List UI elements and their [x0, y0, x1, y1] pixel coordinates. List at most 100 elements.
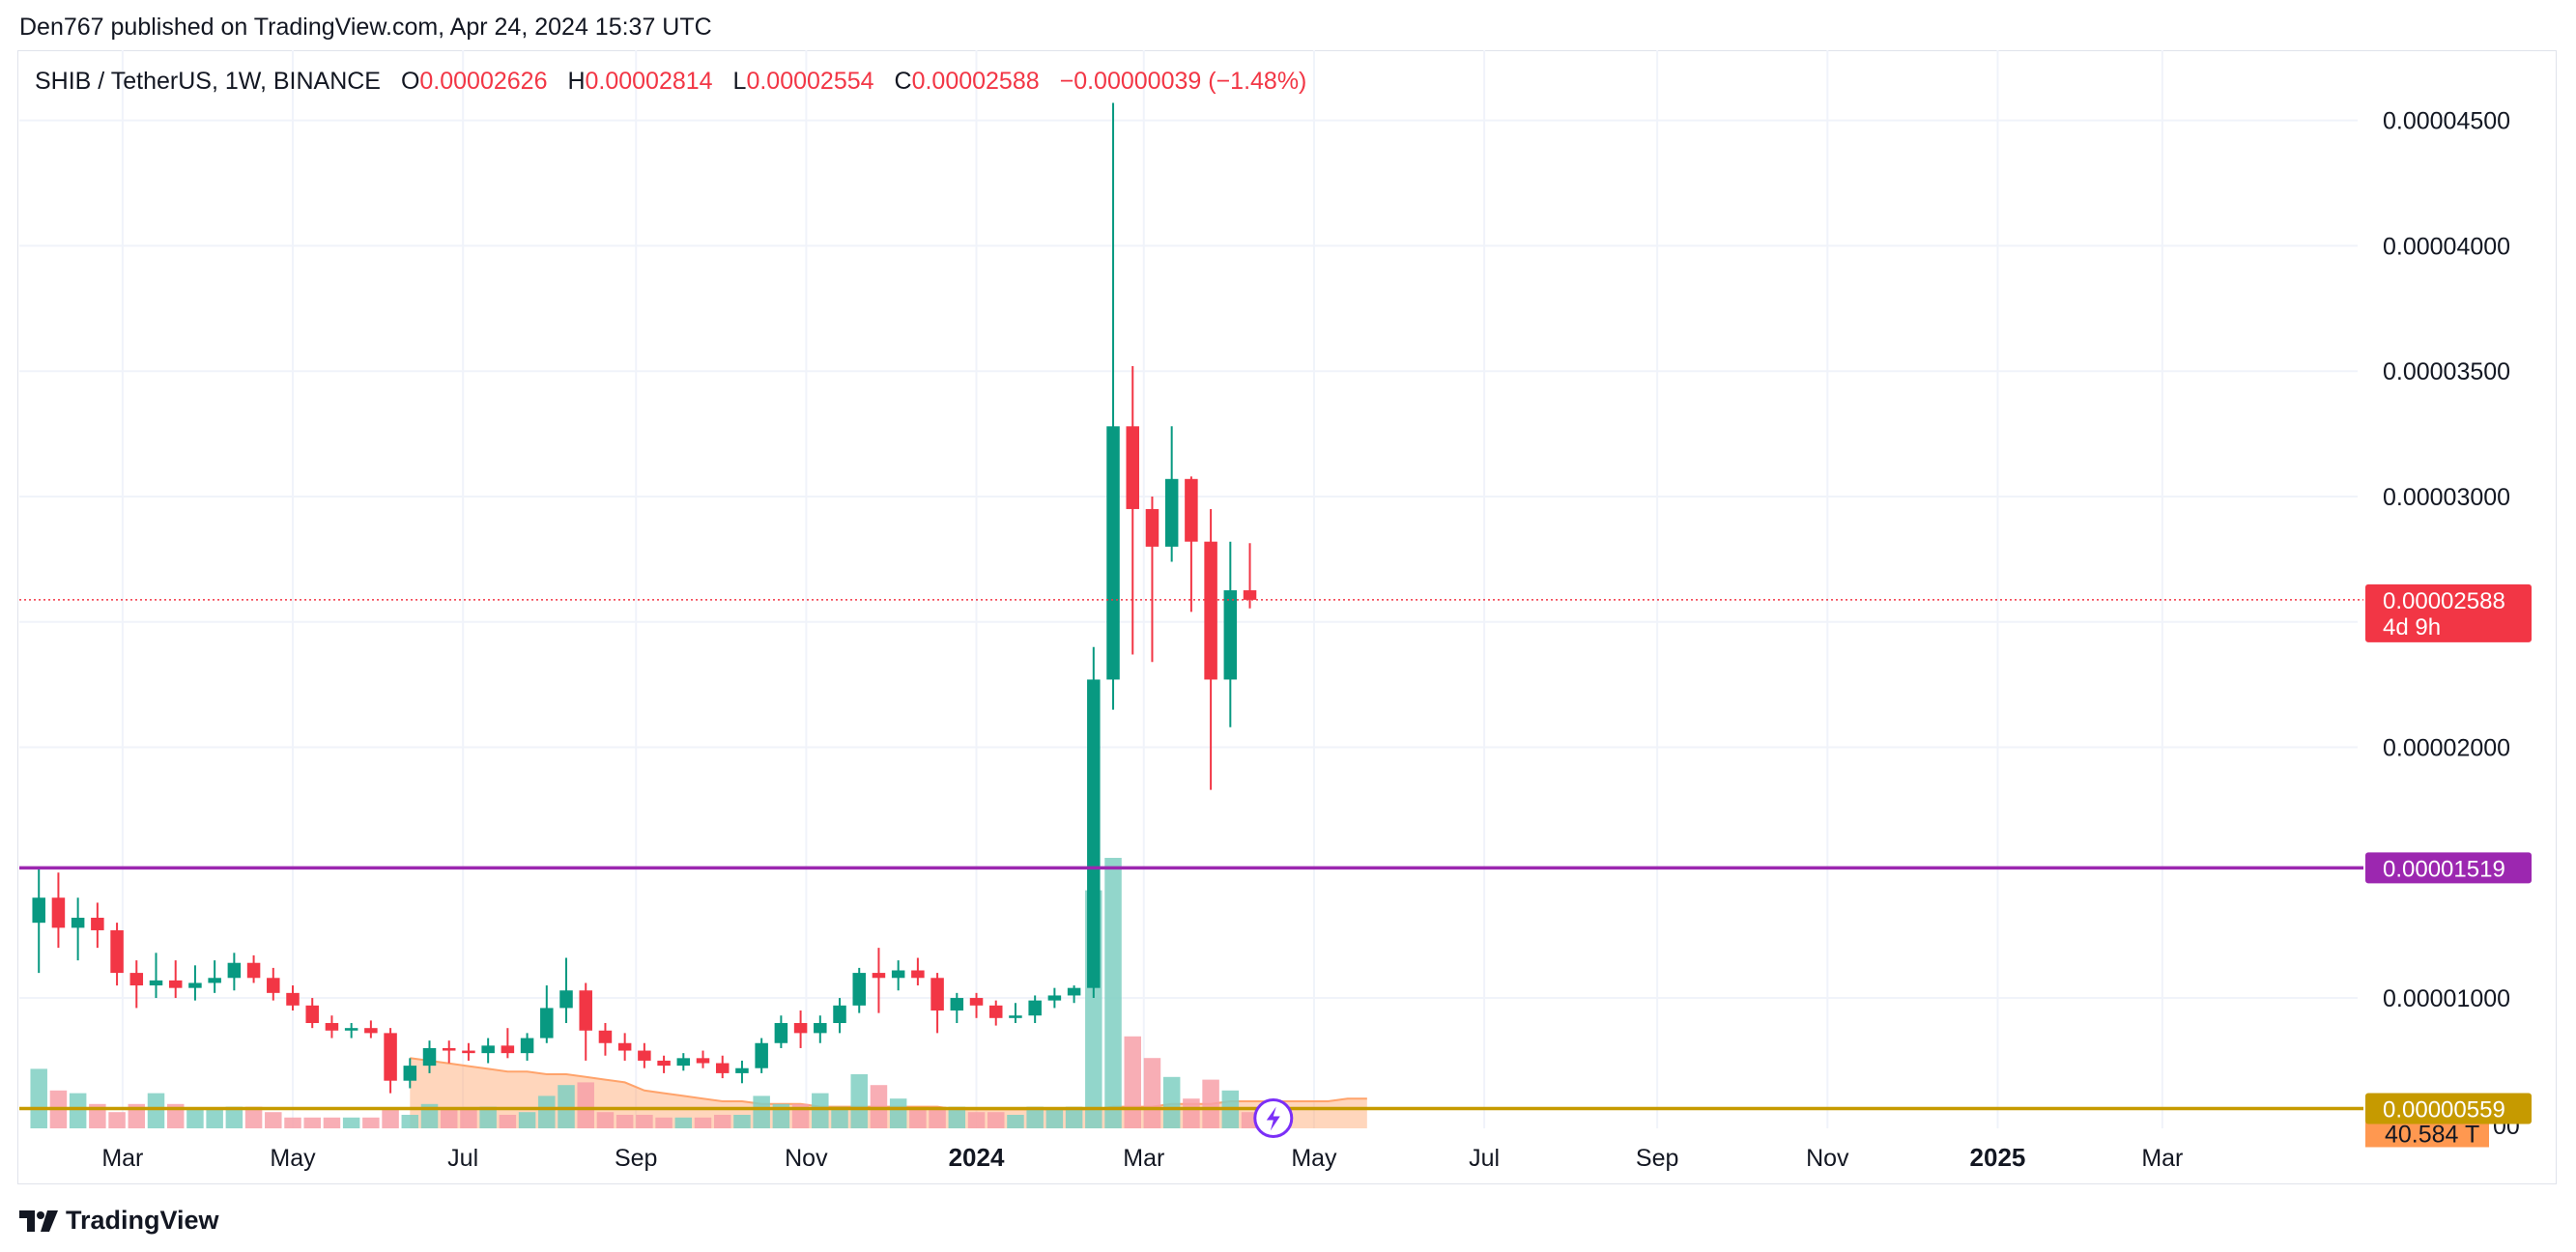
volume-bar	[1007, 1115, 1024, 1128]
x-tick-label: Jul	[447, 1145, 478, 1172]
volume-bar	[147, 1093, 165, 1128]
candle-body	[442, 1047, 456, 1051]
candle	[696, 1050, 710, 1068]
volume-bar	[713, 1115, 731, 1128]
candle-body	[208, 978, 221, 983]
legend-change: −0.00000039 (−1.48%)	[1059, 68, 1307, 95]
volume-bar	[967, 1112, 986, 1128]
grid-lines	[19, 50, 2358, 1128]
candle-body	[638, 1050, 651, 1061]
candle-body	[286, 992, 300, 1006]
candle-body	[168, 980, 183, 988]
candle	[129, 960, 144, 1009]
volume-bar	[362, 1117, 380, 1128]
candle	[91, 902, 104, 949]
candle	[735, 1060, 749, 1084]
x-tick-label: 2025	[1970, 1143, 2026, 1172]
candle	[481, 1038, 495, 1064]
volume-bar	[812, 1093, 829, 1128]
candle	[403, 1058, 417, 1089]
volume-bar	[225, 1106, 243, 1128]
time-axis: Mar May Jul Sep Nov 2024 Mar May Jul Sep Nov 2025 Ma…	[101, 1143, 2183, 1172]
candle-body	[520, 1038, 534, 1054]
candle-body	[950, 998, 964, 1011]
candle-body	[501, 1045, 515, 1054]
candle-body	[481, 1045, 495, 1054]
candle	[540, 985, 554, 1043]
candle	[676, 1053, 691, 1071]
candle	[364, 1020, 378, 1039]
candle	[988, 1000, 1003, 1026]
candle	[520, 1033, 534, 1061]
candle-body	[91, 917, 104, 930]
candle-body	[227, 962, 242, 979]
candle-body	[1106, 426, 1120, 680]
candle	[325, 1015, 339, 1039]
candle	[71, 897, 85, 961]
line-badge-label: 0.00000559	[2383, 1096, 2505, 1123]
flash-icon[interactable]	[1253, 1097, 1294, 1138]
price-badge	[2365, 583, 2532, 642]
legend-high: 0.00002814	[585, 68, 713, 95]
candle-body	[1067, 987, 1081, 996]
candle	[598, 1022, 613, 1056]
candle	[305, 998, 319, 1029]
candle	[267, 967, 280, 1001]
candle-body	[872, 973, 886, 979]
volume-bar	[655, 1117, 673, 1128]
candle-body	[852, 973, 866, 1006]
candle	[227, 953, 242, 991]
candle-body	[969, 998, 984, 1006]
candle	[32, 868, 45, 974]
candle	[638, 1042, 651, 1068]
candle-body	[51, 897, 66, 928]
x-tick-label: Mar	[101, 1145, 143, 1172]
candle-body	[246, 962, 261, 979]
candle-body	[344, 1028, 358, 1031]
ohlc-legend: SHIB / TetherUS, 1W, BINANCE O0.00002626…	[35, 68, 1306, 96]
candle-body	[657, 1060, 671, 1067]
candle	[1145, 496, 1159, 663]
candle-body	[32, 897, 45, 924]
candle	[1126, 366, 1139, 655]
volume-bar	[265, 1112, 282, 1128]
candle-body	[1164, 478, 1179, 547]
volume-bar	[1026, 1106, 1044, 1128]
volume-badge	[2365, 1122, 2489, 1148]
candle	[344, 1022, 358, 1039]
volume-bar	[870, 1085, 888, 1128]
tradingview-logo[interactable]: TradingView	[19, 1206, 219, 1236]
candle-body	[384, 1033, 397, 1081]
legend-close-label: C	[894, 68, 912, 95]
x-tick-label: Nov	[1806, 1145, 1849, 1172]
candle	[168, 960, 183, 999]
price-axis: 0.00004500 0.00004000 0.00003500 0.00003000…	[2383, 108, 2520, 1140]
volume-bar	[382, 1109, 399, 1128]
volume-bar	[284, 1117, 301, 1128]
candle	[579, 982, 592, 1061]
candle	[286, 985, 300, 1011]
candle	[501, 1028, 515, 1059]
volume-bar	[948, 1106, 966, 1128]
candle	[969, 992, 984, 1018]
candle-body	[559, 990, 573, 1009]
volume-bar	[538, 1096, 556, 1128]
x-tick-label: Sep	[615, 1145, 657, 1172]
candle	[657, 1055, 671, 1073]
candle	[149, 953, 163, 999]
candle-body	[540, 1008, 554, 1039]
candle-body	[1185, 478, 1198, 542]
candle-body	[129, 973, 144, 986]
volume-bar	[1143, 1058, 1161, 1128]
x-tick-label: 2024	[949, 1143, 1005, 1172]
legend-low-label: L	[732, 68, 747, 95]
candle-body	[1047, 995, 1062, 1001]
volume-bar	[323, 1117, 341, 1128]
candle	[1223, 541, 1238, 727]
candle-body	[793, 1022, 808, 1034]
x-tick-label: Mar	[1123, 1145, 1164, 1172]
candle	[930, 973, 944, 1034]
volume-bar	[1065, 1106, 1083, 1128]
y-tick-label: 0.00003000	[2383, 484, 2510, 511]
